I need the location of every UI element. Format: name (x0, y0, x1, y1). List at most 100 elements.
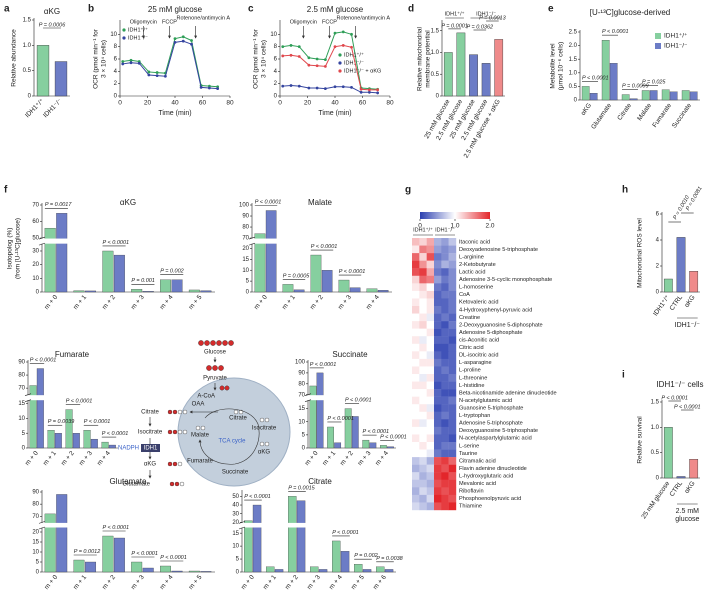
annotation: FCCP (162, 19, 177, 25)
data-point (199, 85, 203, 89)
heatmap-cell (434, 336, 442, 344)
diagram-label: NADPH (118, 446, 139, 452)
x-tick-label: m + 0 (253, 294, 269, 311)
heatmap-cell (441, 502, 449, 511)
heatmap-cell (434, 358, 442, 367)
y-axis-label: OCR (pmol min⁻¹ for (93, 28, 100, 89)
heatmap-cell (412, 253, 420, 261)
annotation: FCCP (322, 19, 337, 25)
heatmap-cell (412, 336, 420, 344)
heatmap-cell (419, 268, 427, 276)
heatmap-cell (434, 238, 442, 246)
y-tick-label: 0 (656, 476, 660, 482)
p-value: P < 0.0001 (131, 551, 158, 557)
y-tick-label: 0 (22, 446, 26, 452)
group-label: IDH1⁻/⁻ (476, 11, 496, 17)
p-value: P = 0.0362 (467, 24, 494, 30)
data-point (163, 74, 167, 78)
group-label: IDH1⁻/⁻ (435, 227, 455, 233)
y-tick-label: 10 (32, 276, 39, 282)
y-tick-label: 100 (239, 203, 250, 209)
bar (309, 385, 317, 449)
x-tick-label: m + 3 (78, 450, 94, 467)
y-tick-label: 0 (36, 290, 40, 296)
y-tick-label: 15 (18, 401, 25, 407)
row-label: L-histidine (459, 383, 485, 389)
heatmap-cell (419, 283, 427, 292)
data-point (137, 61, 141, 65)
data-point (333, 45, 337, 49)
heatmap-cell (441, 275, 449, 284)
x-tick-label: m + 2 (60, 450, 76, 467)
heatmap-cell (441, 366, 449, 375)
bar (327, 426, 334, 449)
p-value: P = 0.002 (160, 269, 184, 275)
data-point (173, 40, 177, 44)
heatmap-cell (434, 275, 442, 284)
y-tick-label: 50 (32, 236, 39, 242)
bar (85, 561, 97, 573)
data-point (181, 39, 185, 43)
heatmap-cell (426, 457, 435, 465)
heatmap-cell (426, 260, 435, 269)
panel-letter: a (4, 4, 10, 15)
heatmap-cell (419, 472, 427, 480)
row-label: Flavin adenine dinucleotide (459, 466, 527, 472)
x-tick-label: m + 0 (240, 574, 256, 591)
p-value: P < 0.0001 (102, 431, 129, 437)
heatmap-cell (448, 502, 457, 511)
y-tick-label: 15 (32, 540, 39, 546)
y-tick-label: 10 (18, 416, 25, 422)
heatmap-cell (412, 268, 420, 276)
legend-swatch (655, 33, 661, 39)
group-label: IDH1⁻/⁻ (675, 322, 701, 329)
y-tick-label: 80 (298, 381, 305, 387)
legend-marker (122, 28, 126, 32)
heatmap-cell (448, 472, 457, 480)
heatmap-cell (441, 321, 449, 329)
y-tick-label: 1.5 (651, 400, 660, 406)
bar (171, 279, 183, 293)
axis-break (39, 238, 215, 244)
data-point (121, 60, 125, 63)
heatmap-cell (448, 404, 457, 412)
heatmap-cell (426, 238, 435, 246)
x-tick-label: 40 (171, 100, 179, 107)
bar (663, 278, 673, 293)
p-value: P < 0.0001 (160, 555, 187, 561)
heatmap-cell (441, 449, 449, 458)
x-tick-label: m + 1 (72, 574, 88, 591)
heatmap-cell (419, 351, 427, 360)
p-value: P = 0.0001 (441, 23, 468, 29)
data-point (129, 61, 133, 65)
x-tick-label: m + 4 (374, 450, 390, 467)
heatmap-cell (441, 426, 449, 435)
heatmap-cell (419, 457, 427, 465)
panel-letter: b (88, 4, 94, 15)
bar (310, 566, 319, 573)
row-label: 2-Ketobutyrate (459, 262, 496, 268)
legend-label: IDH1⁻/⁻ + αKG (344, 68, 381, 74)
row-label: N-acetylaspartylglutamic acid (459, 436, 532, 442)
x-axis-label: Time (min) (158, 110, 191, 117)
pathway-diagram: Glucose Pyruvate A-CoA OAA Citrate Isoci… (118, 340, 291, 488)
data-point (367, 90, 371, 94)
y-axis-label: Isotopolog (%) (7, 228, 14, 270)
x-tick-label: αKG (683, 294, 696, 309)
row-label: Citramalic acid (459, 458, 496, 464)
row-label: L-arginine (459, 254, 484, 260)
p-value: P = 0.0005 (283, 273, 310, 279)
heatmap-cell (419, 404, 427, 412)
y-tick-label: 0 (436, 94, 440, 100)
legend-marker (122, 36, 126, 40)
bar (102, 535, 114, 573)
legend-label: IDH1⁺/⁺ (128, 26, 148, 33)
heatmap-cell (441, 253, 449, 261)
heatmap-cell (448, 396, 457, 405)
y-tick-label: 1.0 (569, 70, 578, 76)
bar (296, 500, 306, 573)
heatmap-cell (434, 268, 442, 276)
series-line (122, 40, 218, 90)
heatmap-cell (412, 487, 420, 496)
y-tick-label: 70 (18, 386, 25, 392)
